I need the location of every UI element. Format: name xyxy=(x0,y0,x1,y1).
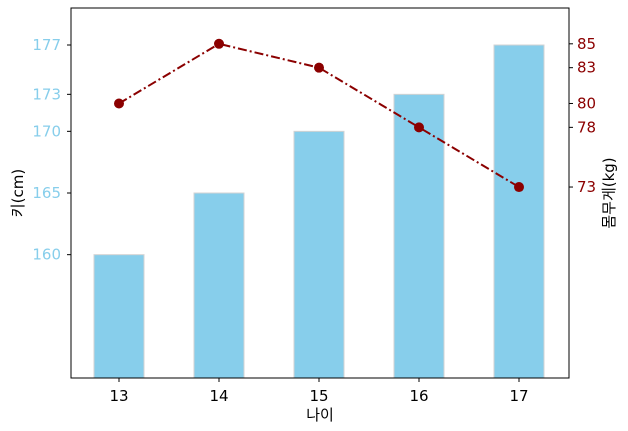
x-tick-label-14: 14 xyxy=(209,387,228,405)
left-tick-label-173: 173 xyxy=(32,85,61,103)
line-layer xyxy=(114,38,524,193)
right-axis-ticks: 73 78 80 83 85 xyxy=(569,35,596,196)
left-tick-label-170: 170 xyxy=(32,122,61,140)
left-tick-label-160: 160 xyxy=(32,246,61,264)
bar-17 xyxy=(493,44,545,379)
x-tick-label-16: 16 xyxy=(409,387,428,405)
bar-14 xyxy=(193,192,245,379)
right-tick-label-85: 85 xyxy=(577,35,596,53)
bars-layer xyxy=(93,44,545,379)
left-tick-label-165: 165 xyxy=(32,184,61,202)
weight-point-14 xyxy=(214,38,224,49)
x-tick-label-17: 17 xyxy=(509,387,528,405)
x-axis-label: 나이 xyxy=(306,406,334,424)
bar-15 xyxy=(293,130,345,379)
right-tick-label-78: 78 xyxy=(577,118,596,136)
right-axis-label: 몸무게(kg) xyxy=(600,157,618,228)
right-tick-label-73: 73 xyxy=(577,178,596,196)
weight-line xyxy=(118,42,520,188)
left-axis-ticks: 160 165 170 173 177 xyxy=(32,36,71,264)
left-tick-label-177: 177 xyxy=(32,36,61,54)
bar-16 xyxy=(393,93,445,379)
weight-point-17 xyxy=(514,182,524,193)
x-axis-ticks: 13 14 15 16 17 xyxy=(109,378,529,405)
right-tick-label-83: 83 xyxy=(577,59,596,77)
bar-13 xyxy=(93,254,145,379)
weight-point-15 xyxy=(314,62,324,73)
weight-point-13 xyxy=(114,98,124,109)
left-axis-label: 키(cm) xyxy=(9,169,27,217)
x-tick-label-13: 13 xyxy=(109,387,128,405)
weight-point-16 xyxy=(414,122,424,133)
x-tick-label-15: 15 xyxy=(309,387,328,405)
right-tick-label-80: 80 xyxy=(577,94,596,112)
